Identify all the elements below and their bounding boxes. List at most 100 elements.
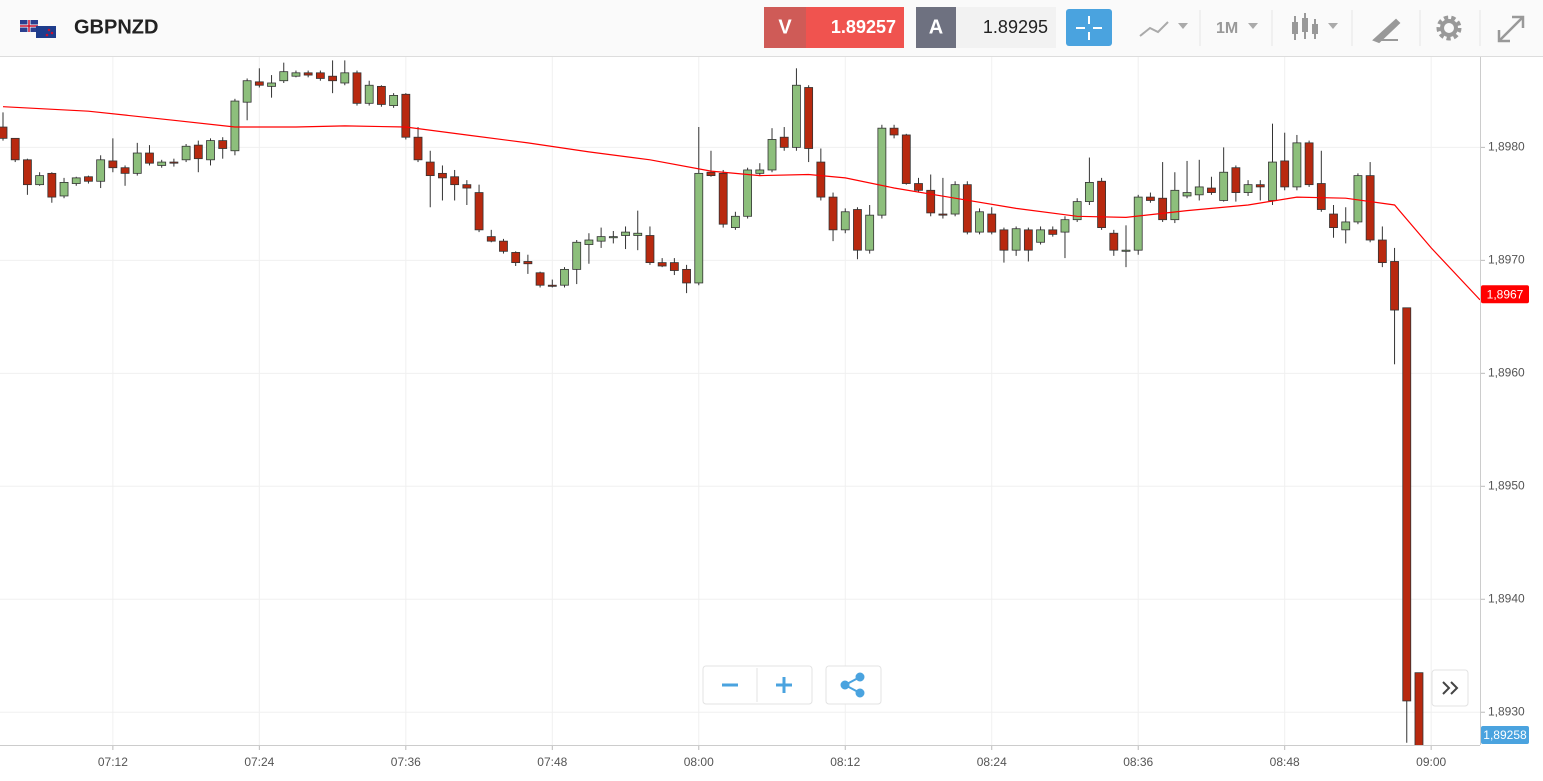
fullscreen-icon[interactable] — [1497, 15, 1525, 43]
y-tick-label: 1,8930 — [1488, 704, 1525, 718]
candle-body — [865, 214, 875, 251]
candle-body — [1353, 175, 1363, 223]
candle-body — [938, 213, 948, 216]
candle-body — [828, 196, 838, 231]
candle-body — [35, 175, 45, 186]
candle-body — [462, 184, 472, 189]
candle-body — [804, 87, 814, 149]
candle-body — [608, 236, 618, 239]
indicator-icon[interactable] — [1139, 21, 1169, 37]
candle-body — [1329, 213, 1338, 228]
sell-price: 1.89257 — [831, 17, 896, 37]
candle-body — [1243, 184, 1253, 193]
sell-button[interactable] — [764, 7, 806, 48]
buy-button[interactable] — [916, 7, 956, 48]
y-tick-label: 1,8940 — [1488, 591, 1525, 605]
candle-body — [694, 172, 704, 284]
price-label: 1,8967 — [1487, 287, 1524, 301]
candle-body — [1097, 180, 1106, 228]
candle-type-icon[interactable] — [1292, 13, 1318, 40]
buy-price-box[interactable] — [956, 7, 1056, 48]
x-tick-label: 07:48 — [537, 755, 567, 769]
candle-body — [1036, 229, 1045, 243]
scroll-right-icon — [1442, 681, 1459, 695]
zoom-in[interactable] — [776, 677, 792, 693]
candle-body — [779, 136, 789, 148]
candle-body — [413, 136, 423, 161]
x-tick-label: 09:00 — [1416, 755, 1446, 769]
candle-body — [816, 161, 826, 198]
candle-body — [132, 152, 142, 174]
caret — [1178, 23, 1188, 29]
candle-body — [0, 126, 8, 139]
candle-body — [1170, 189, 1180, 221]
x-tick-label: 07:12 — [98, 755, 128, 769]
candle-body — [889, 127, 899, 136]
candle-body — [96, 159, 106, 182]
x-tick-label: 08:48 — [1270, 755, 1300, 769]
sell-price-box[interactable] — [806, 7, 904, 48]
candle-body — [145, 152, 154, 164]
candle-body — [1390, 261, 1399, 311]
candle-body — [1377, 239, 1387, 264]
candle-body — [706, 171, 716, 177]
candle-body — [193, 144, 203, 160]
crosshair-button[interactable] — [1066, 9, 1112, 46]
candle-body — [438, 172, 447, 179]
x-tick-label: 08:24 — [977, 755, 1007, 769]
candle-body — [1414, 672, 1424, 745]
candle-body — [425, 161, 435, 177]
candle-body — [120, 167, 130, 174]
candle-body — [987, 213, 997, 233]
candle-body — [1255, 184, 1265, 188]
candle-body — [254, 81, 264, 86]
candle-body — [59, 181, 69, 197]
candle-body — [291, 72, 301, 77]
candle-body — [1268, 161, 1277, 201]
price-label-box — [1481, 726, 1529, 744]
y-tick-label: 1,8950 — [1488, 478, 1525, 492]
x-tick-label: 07:24 — [244, 755, 274, 769]
drawing-icon[interactable] — [1372, 18, 1401, 44]
candle-body — [328, 75, 337, 82]
candle-body — [1011, 228, 1021, 251]
candle-body — [1182, 192, 1192, 197]
candle-body — [877, 127, 887, 216]
candle-body — [560, 268, 569, 286]
share-box[interactable] — [825, 665, 882, 705]
buy-label: A — [929, 16, 943, 38]
timeframe[interactable]: 1M — [1216, 20, 1238, 37]
candle-body — [743, 169, 753, 217]
candle-body — [1341, 221, 1351, 231]
y-tick-label: 1,8960 — [1488, 365, 1525, 379]
candle-body — [730, 215, 740, 228]
candle-body — [169, 161, 179, 164]
settings-icon[interactable] — [1436, 15, 1462, 41]
candle-body — [450, 176, 460, 186]
candle-body — [157, 161, 167, 166]
candle-body — [340, 72, 350, 84]
candle-body — [47, 172, 57, 198]
candle-body — [596, 236, 606, 242]
plot-clip-group — [0, 60, 1480, 745]
candle-body — [499, 240, 508, 252]
candle-body — [645, 235, 655, 264]
candle-body — [279, 71, 289, 82]
x-tick-label: 08:12 — [830, 755, 860, 769]
candle-body — [1304, 142, 1314, 186]
candle-body — [377, 85, 386, 105]
candle-body — [1402, 307, 1412, 702]
candle-body — [1060, 219, 1070, 233]
price-label-box — [1481, 285, 1529, 304]
candle-body — [364, 84, 374, 104]
x-tick-label: 08:36 — [1123, 755, 1153, 769]
candle-body — [1231, 167, 1241, 193]
candle-body — [767, 139, 777, 171]
candle-body — [23, 159, 32, 186]
candle-body — [1084, 181, 1094, 203]
candle-body — [230, 100, 240, 152]
candle-body — [84, 176, 93, 182]
y-tick-label: 1,8980 — [1488, 140, 1525, 154]
